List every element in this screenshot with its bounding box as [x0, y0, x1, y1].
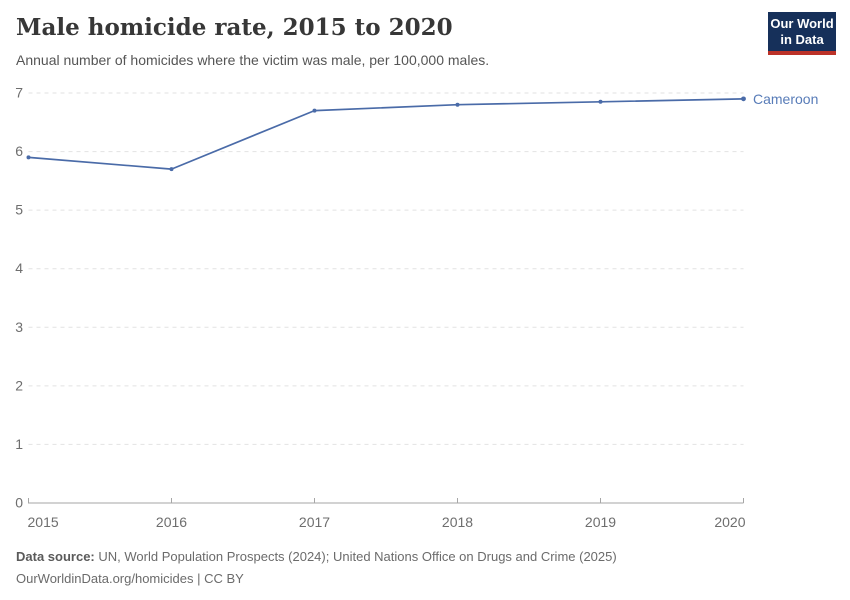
data-point: [598, 99, 603, 104]
data-point: [26, 155, 31, 160]
owid-logo: Our World in Data: [768, 12, 836, 55]
attribution-line: OurWorldinData.org/homicides | CC BY: [16, 571, 244, 586]
x-tick-label: 2016: [156, 514, 187, 530]
data-point: [312, 108, 317, 113]
data-source-label: Data source:: [16, 549, 95, 564]
y-tick-label: 3: [15, 319, 23, 335]
chart-subtitle: Annual number of homicides where the vic…: [16, 52, 490, 68]
y-tick-label: 6: [15, 143, 23, 159]
x-tick-label: 2019: [585, 514, 616, 530]
chart-footer: Data source: UN, World Population Prospe…: [16, 546, 834, 590]
data-source-text: UN, World Population Prospects (2024); U…: [98, 549, 617, 564]
data-point: [169, 167, 174, 172]
y-tick-label: 5: [15, 202, 23, 218]
data-point: [741, 96, 746, 102]
x-tick-label: 2017: [299, 514, 330, 530]
chart-header: Male homicide rate, 2015 to 2020 Annual …: [16, 13, 750, 69]
chart-title: Male homicide rate, 2015 to 2020: [16, 14, 453, 41]
logo-line-1: Our World: [770, 16, 834, 31]
x-tick-label: 2020: [714, 514, 745, 530]
logo-line-2: in Data: [780, 32, 824, 47]
y-tick-label: 4: [15, 260, 23, 276]
y-tick-label: 7: [15, 85, 23, 101]
trend-line: [28, 98, 744, 170]
y-tick-label: 2: [15, 377, 23, 393]
y-tick-label: 1: [15, 436, 23, 452]
y-tick-label: 0: [15, 495, 23, 511]
x-tick-label: 2015: [28, 514, 59, 530]
data-source-line: Data source: UN, World Population Prospe…: [16, 546, 834, 568]
data-point: [455, 102, 460, 107]
series-label-cameroon[interactable]: Cameroon: [753, 91, 819, 107]
x-tick-label: 2018: [442, 514, 473, 530]
